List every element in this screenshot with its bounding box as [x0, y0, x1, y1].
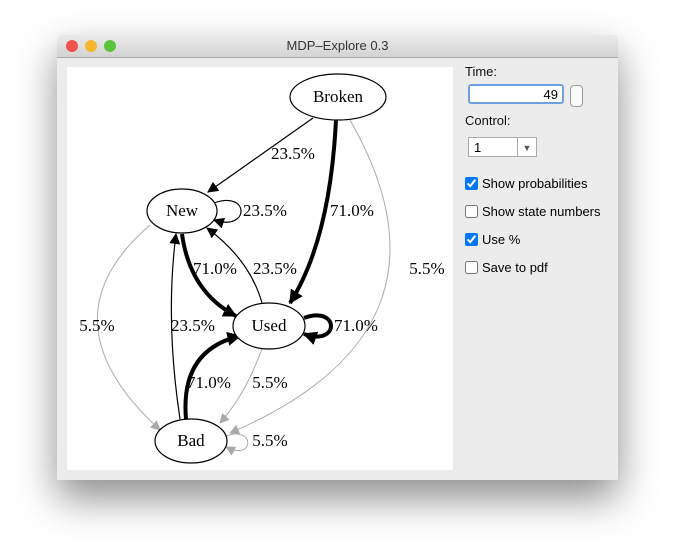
control-select[interactable]: 1 ▼: [468, 137, 537, 157]
edge-label: 23.5%: [253, 259, 297, 278]
edge-label: 71.0%: [334, 316, 378, 335]
edge-label: 5.5%: [252, 373, 287, 392]
title-bar: MDP–Explore 0.3: [57, 35, 618, 58]
edges: [96, 117, 391, 456]
edge: [180, 233, 238, 318]
node: [154, 418, 228, 464]
edge: [206, 227, 263, 304]
dropdown-arrow: ▼: [517, 138, 536, 156]
edge-label: 23.5%: [171, 316, 215, 335]
node: [232, 302, 306, 350]
edge: [169, 232, 181, 420]
minimize-button[interactable]: [85, 40, 97, 52]
node-label: Bad: [177, 431, 205, 450]
node-label: New: [166, 201, 199, 220]
edge: [288, 119, 338, 305]
checkbox-label: Show probabilities: [482, 176, 588, 191]
edge-label: 23.5%: [243, 201, 287, 220]
node: [289, 73, 387, 121]
window-title: MDP–Explore 0.3: [286, 38, 389, 53]
edge-label: 71.0%: [330, 201, 374, 220]
edge: [96, 224, 161, 431]
time-label: Time:: [465, 64, 498, 79]
edge-label: 71.0%: [187, 373, 231, 392]
nodes: [146, 73, 387, 464]
edge-label: 23.5%: [271, 144, 315, 163]
checkbox-label: Show state numbers: [482, 204, 601, 219]
window: MDP–Explore 0.3 Brok: [57, 35, 618, 480]
checkbox-row[interactable]: Save to pdf: [465, 260, 548, 275]
edge: [212, 200, 242, 229]
zoom-button[interactable]: [104, 40, 116, 52]
edge-label: 5.5%: [409, 259, 444, 278]
checkbox-label: Use %: [482, 232, 521, 247]
edge: [219, 348, 263, 424]
checkbox-row[interactable]: Show probabilities: [465, 176, 588, 191]
time-stepper[interactable]: [570, 85, 583, 107]
checkbox[interactable]: [465, 261, 478, 274]
edge-label: 71.0%: [193, 259, 237, 278]
node-label: Used: [252, 316, 287, 335]
checkbox-label: Save to pdf: [482, 260, 548, 275]
checkbox[interactable]: [465, 177, 478, 190]
edge: [229, 119, 391, 435]
graph-canvas: Broken New Used Bad 23.5% 71.0% 5.5% 23.…: [67, 67, 453, 470]
checkbox[interactable]: [465, 205, 478, 218]
edge: [207, 117, 314, 193]
edge: [225, 433, 249, 456]
node: [146, 188, 218, 234]
checkbox-row[interactable]: Show state numbers: [465, 204, 601, 219]
edge: [302, 313, 333, 345]
edge-label: 5.5%: [252, 431, 287, 450]
node-label: Broken: [313, 87, 364, 106]
checkbox[interactable]: [465, 233, 478, 246]
edge: [183, 332, 242, 420]
edge-label: 5.5%: [79, 316, 114, 335]
control-value: 1: [474, 140, 482, 155]
time-input[interactable]: [468, 84, 564, 104]
control-label: Control:: [465, 113, 511, 128]
checkbox-row[interactable]: Use %: [465, 232, 520, 247]
close-button[interactable]: [66, 40, 78, 52]
